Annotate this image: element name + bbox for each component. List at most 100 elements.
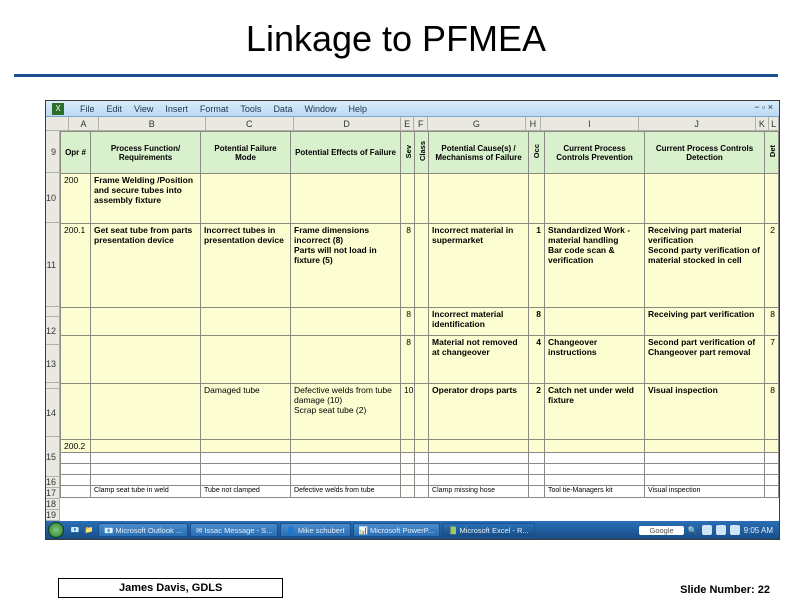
taskbar-app-button[interactable]: 📧 Microsoft Outlook ...	[98, 523, 188, 537]
window-controls[interactable]: − ▫ ×	[754, 102, 773, 112]
cell[interactable]: 7	[765, 336, 779, 384]
cell[interactable]	[415, 384, 429, 440]
cell[interactable]: Get seat tube from parts presentation de…	[91, 224, 201, 308]
row-number[interactable]: 11	[46, 223, 59, 307]
cell[interactable]: Receiving part verification	[645, 308, 765, 336]
cell[interactable]: Operator drops parts	[429, 384, 529, 440]
cell[interactable]	[415, 174, 429, 224]
cell[interactable]: 8	[765, 384, 779, 440]
cell[interactable]	[645, 174, 765, 224]
cell[interactable]	[401, 486, 415, 498]
row-number[interactable]: 14	[46, 389, 59, 437]
cell[interactable]: Incorrect material in supermarket	[429, 224, 529, 308]
cell[interactable]: 8	[401, 336, 415, 384]
menu-format[interactable]: Format	[200, 104, 229, 114]
empty-cell[interactable]	[291, 453, 401, 464]
row-number[interactable]: 12	[46, 317, 59, 345]
cell[interactable]: Visual inspection	[645, 384, 765, 440]
empty-cell[interactable]	[429, 453, 529, 464]
empty-cell[interactable]	[401, 475, 415, 486]
cell[interactable]: Clamp seat tube in weld	[91, 486, 201, 498]
cell[interactable]: Damaged tube	[201, 384, 291, 440]
cell[interactable]: 1	[529, 224, 545, 308]
empty-cell[interactable]	[529, 453, 545, 464]
menu-insert[interactable]: Insert	[165, 104, 188, 114]
cell[interactable]	[91, 308, 201, 336]
cell[interactable]: Frame dimensions incorrect (8) Parts wil…	[291, 224, 401, 308]
taskbar-app-button[interactable]: 📗 Microsoft Excel - R...	[442, 523, 535, 537]
empty-cell[interactable]	[201, 453, 291, 464]
empty-cell[interactable]	[201, 464, 291, 475]
column-header-B[interactable]: B	[99, 117, 206, 130]
cell[interactable]: Defective welds from tube damage (10) Sc…	[291, 384, 401, 440]
cell[interactable]	[61, 486, 91, 498]
cell[interactable]	[545, 308, 645, 336]
row-number[interactable]: 15	[46, 437, 59, 477]
empty-cell[interactable]	[61, 464, 91, 475]
empty-cell[interactable]	[645, 453, 765, 464]
cell[interactable]	[201, 308, 291, 336]
empty-cell[interactable]	[61, 453, 91, 464]
empty-cell[interactable]	[401, 453, 415, 464]
empty-cell[interactable]	[91, 475, 201, 486]
cell[interactable]: Incorrect tubes in presentation device	[201, 224, 291, 308]
row-number[interactable]: 9	[46, 131, 59, 173]
empty-cell[interactable]	[415, 453, 429, 464]
empty-cell[interactable]	[765, 475, 779, 486]
cell[interactable]: Clamp missing hose	[429, 486, 529, 498]
cell[interactable]	[529, 440, 545, 453]
cell[interactable]: 2	[529, 384, 545, 440]
cell[interactable]: Changeover instructions	[545, 336, 645, 384]
cell[interactable]	[291, 440, 401, 453]
cell[interactable]	[61, 308, 91, 336]
cell[interactable]: Frame Welding /Position and secure tubes…	[91, 174, 201, 224]
empty-cell[interactable]	[201, 475, 291, 486]
cell[interactable]: Standardized Work - material handling Ba…	[545, 224, 645, 308]
column-header-L[interactable]: L	[769, 117, 779, 130]
empty-cell[interactable]	[545, 475, 645, 486]
empty-cell[interactable]	[765, 464, 779, 475]
cell[interactable]	[429, 440, 529, 453]
row-number[interactable]: 13	[46, 345, 59, 383]
row-number[interactable]: 19	[46, 510, 59, 521]
empty-cell[interactable]	[545, 464, 645, 475]
cell[interactable]: Second part verification of Changeover p…	[645, 336, 765, 384]
column-header-A[interactable]: A	[69, 117, 98, 130]
cell[interactable]	[201, 440, 291, 453]
empty-cell[interactable]	[61, 475, 91, 486]
tray-icon[interactable]	[730, 525, 740, 535]
column-header-D[interactable]: D	[294, 117, 401, 130]
menu-window[interactable]: Window	[304, 104, 336, 114]
search-icon[interactable]: 🔍	[688, 526, 698, 535]
cell[interactable]	[201, 336, 291, 384]
cell[interactable]	[401, 174, 415, 224]
cell[interactable]	[401, 440, 415, 453]
menu-view[interactable]: View	[134, 104, 153, 114]
cell[interactable]	[291, 336, 401, 384]
column-header-G[interactable]: G	[428, 117, 525, 130]
row-number[interactable]: 10	[46, 173, 59, 223]
menu-file[interactable]: File	[80, 104, 95, 114]
cell[interactable]: 8	[401, 224, 415, 308]
menu-help[interactable]: Help	[348, 104, 367, 114]
empty-cell[interactable]	[415, 475, 429, 486]
row-number[interactable]	[46, 307, 59, 317]
cell[interactable]: Material not removed at changeover	[429, 336, 529, 384]
cell[interactable]	[545, 440, 645, 453]
cell[interactable]: Defective welds from tube	[291, 486, 401, 498]
search-box[interactable]: Google	[639, 526, 683, 535]
column-header-F[interactable]: F	[414, 117, 428, 130]
cell[interactable]: Tool tie-Managers kit	[545, 486, 645, 498]
menu-edit[interactable]: Edit	[107, 104, 123, 114]
empty-cell[interactable]	[429, 475, 529, 486]
cell[interactable]	[415, 486, 429, 498]
column-header-E[interactable]: E	[401, 117, 415, 130]
cell[interactable]	[429, 174, 529, 224]
cell[interactable]	[91, 440, 201, 453]
column-header-H[interactable]: H	[526, 117, 542, 130]
empty-cell[interactable]	[429, 464, 529, 475]
empty-cell[interactable]	[529, 475, 545, 486]
cell[interactable]	[529, 486, 545, 498]
cell[interactable]	[529, 174, 545, 224]
empty-cell[interactable]	[91, 464, 201, 475]
